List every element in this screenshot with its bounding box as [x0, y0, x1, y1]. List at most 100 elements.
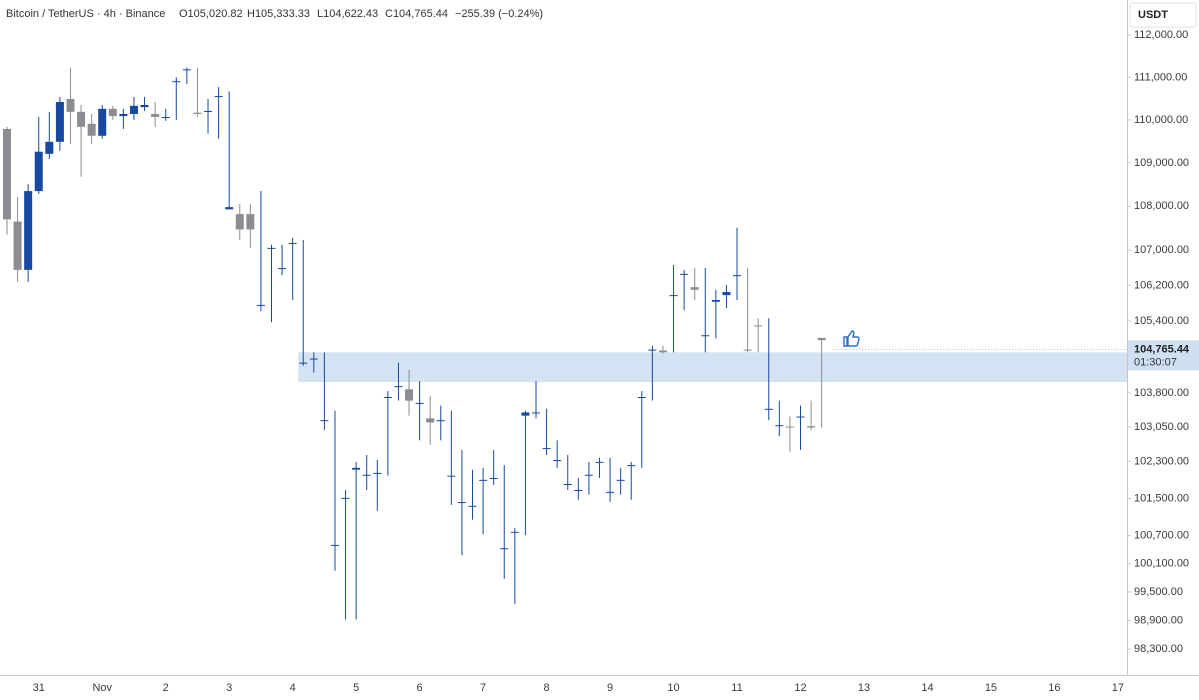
candle-body — [701, 335, 710, 337]
candle-body — [447, 475, 456, 477]
y-tick-label: 101,500.00 — [1134, 492, 1189, 504]
candle-body — [24, 191, 33, 270]
candle-body — [129, 105, 138, 114]
y-tick-label: 100,700.00 — [1134, 529, 1189, 541]
y-tick-label: 102,300.00 — [1134, 455, 1189, 467]
x-tick-label: 7 — [480, 682, 486, 694]
candle-body — [436, 420, 445, 422]
candle-body — [341, 497, 350, 499]
currency-box[interactable] — [1129, 2, 1197, 28]
change: −255.39 (−0.24%) — [455, 8, 543, 20]
x-tick-label: 4 — [290, 682, 296, 694]
ohlc-low: L104,622.43 — [317, 8, 378, 20]
y-tick-label: 103,800.00 — [1134, 387, 1189, 399]
candle-body — [161, 116, 170, 118]
ohlc-high: H105,333.33 — [247, 8, 310, 20]
candle-body — [648, 349, 657, 351]
candle-body — [383, 396, 392, 398]
x-tick-label: 8 — [544, 682, 550, 694]
ohlc-close: C104,765.44 — [385, 8, 448, 20]
candle-body — [320, 420, 329, 422]
x-tick-label: Nov — [92, 682, 112, 694]
candle-body — [553, 460, 562, 462]
y-tick-label: 108,000.00 — [1134, 200, 1189, 212]
ohlc-open: O105,020.82 — [179, 8, 243, 20]
y-tick-label: 98,900.00 — [1134, 614, 1183, 626]
x-tick-label: 15 — [985, 682, 997, 694]
candle-body — [606, 491, 615, 493]
candle-body — [13, 221, 22, 270]
candle-body — [415, 402, 424, 404]
candle-body — [775, 425, 784, 427]
candle-body — [394, 386, 403, 388]
x-tick-label: 3 — [226, 682, 232, 694]
candle-body — [3, 128, 11, 220]
candle-body — [690, 287, 699, 290]
candle-body — [246, 214, 255, 230]
candle-body — [140, 104, 149, 108]
candle-body — [45, 141, 54, 154]
candle-body — [669, 295, 678, 297]
y-tick-label: 106,200.00 — [1134, 279, 1189, 291]
candle-body — [479, 479, 488, 481]
candle-body — [362, 474, 371, 476]
candle-body — [267, 247, 276, 249]
candle-body — [426, 418, 435, 423]
candle-body — [457, 502, 466, 504]
x-tick-label: 6 — [417, 682, 423, 694]
candle-body — [616, 479, 625, 481]
candle-body — [98, 108, 107, 136]
candle-body — [817, 337, 826, 341]
candle-body — [658, 350, 667, 353]
candle-body — [595, 461, 604, 463]
symbol: Bitcoin / TetherUS · 4h · Binance — [6, 8, 165, 20]
candle-body — [733, 275, 742, 277]
x-tick-label: 31 — [33, 682, 45, 694]
candle-body — [330, 544, 339, 546]
candle-body — [807, 426, 816, 428]
candle-body — [309, 358, 318, 360]
candle-body — [34, 151, 43, 192]
price-label-box — [1128, 340, 1199, 371]
price-label: 104,765.44 — [1134, 343, 1190, 355]
zone — [298, 352, 1127, 383]
candle-body — [521, 412, 530, 416]
x-tick-label: 2 — [163, 682, 169, 694]
y-tick-label: 99,500.00 — [1134, 586, 1183, 598]
candle-body — [743, 349, 752, 351]
candle-body — [288, 243, 297, 245]
candle-body — [796, 416, 805, 418]
y-tick-label: 112,000.00 — [1134, 29, 1188, 41]
x-tick-label: 13 — [858, 682, 870, 694]
x-tick-label: 9 — [607, 682, 613, 694]
candle-body — [627, 465, 636, 467]
candle-body — [563, 483, 572, 485]
candle-body — [87, 123, 96, 136]
thumbs-up-icon[interactable] — [843, 330, 860, 347]
y-tick-label: 111,000.00 — [1134, 71, 1187, 83]
candle-body — [584, 474, 593, 476]
candle-body — [235, 214, 244, 230]
y-tick-label: 98,300.00 — [1134, 643, 1183, 655]
x-tick-label: 16 — [1048, 682, 1060, 694]
candle-body — [77, 111, 86, 127]
candle-body — [764, 408, 773, 410]
y-tick-label: 107,000.00 — [1134, 244, 1189, 256]
candle-body — [637, 396, 646, 398]
candle-body — [108, 108, 117, 117]
currency[interactable]: USDT — [1138, 9, 1168, 21]
candle-body — [510, 531, 519, 533]
candle-body — [574, 490, 583, 492]
x-tick-label: 17 — [1112, 682, 1124, 694]
candle-body — [542, 448, 551, 450]
candle-body — [151, 113, 160, 117]
candle-body — [405, 389, 414, 401]
candle-body — [66, 99, 75, 112]
x-tick-label: 12 — [794, 682, 806, 694]
candle-body — [711, 300, 720, 302]
x-tick-label: 10 — [667, 682, 679, 694]
candle-body — [722, 292, 731, 296]
candle-body — [299, 362, 308, 364]
